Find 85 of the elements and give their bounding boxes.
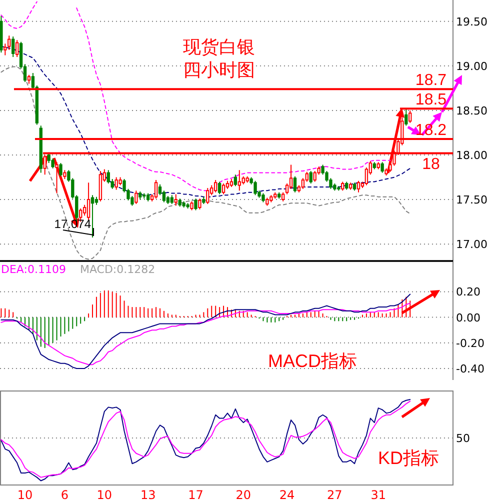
candlestick (118, 176, 122, 186)
candlestick (146, 192, 150, 202)
candlestick (0, 16, 3, 54)
annotation: KD指标 (378, 448, 440, 468)
candlestick (293, 176, 297, 193)
candlestick (63, 170, 66, 180)
text: DEA:0.1109 (1, 263, 66, 276)
candlestick (59, 162, 62, 177)
text: 现货白银 (183, 37, 255, 57)
candlestick (274, 192, 277, 200)
candlestick (134, 190, 138, 204)
candlestick (254, 180, 257, 196)
x-tick-label: 13 (140, 488, 156, 502)
y-tick-label: 18.00 (456, 148, 488, 162)
candlestick (230, 178, 234, 188)
y-tick-label: 0.00 (456, 311, 480, 324)
candlestick (138, 191, 142, 200)
candlestick (194, 198, 198, 211)
candlestick (27, 74, 31, 84)
candlestick (114, 176, 118, 190)
candlestick (190, 200, 194, 211)
y-tick-label: 0.20 (456, 286, 480, 299)
y-tick-label: 19.50 (456, 15, 488, 28)
x-tick-label: 17 (188, 488, 204, 502)
candlestick (345, 181, 348, 190)
candlestick (222, 183, 226, 195)
text: 50 (456, 432, 470, 445)
x-tick-label: 10 (96, 488, 112, 502)
x-tick-label: 31 (370, 488, 386, 502)
x-tick-label: 20 (236, 488, 252, 502)
candlestick (98, 170, 102, 202)
candlestick (15, 40, 19, 58)
y-tick-label: 17.00 (456, 238, 488, 252)
candlestick (352, 182, 356, 192)
candlestick (178, 198, 182, 208)
candlestick (270, 194, 273, 203)
candlestick (51, 158, 54, 169)
ref-line-label: 18 (422, 156, 440, 174)
candlestick (55, 162, 58, 194)
candlestick (142, 192, 146, 200)
candlestick (278, 192, 281, 200)
candlestick (337, 186, 340, 192)
candlestick (206, 187, 210, 204)
candlestick (170, 194, 174, 204)
candlestick (218, 181, 222, 195)
candlestick (372, 162, 376, 170)
candlestick (262, 192, 265, 203)
candlestick (186, 202, 190, 209)
candlestick (12, 36, 15, 58)
candlestick (154, 179, 158, 200)
candlestick (90, 194, 94, 238)
y-tick-label: -0.20 (456, 336, 484, 350)
ref-line-label: 18.5 (415, 92, 447, 109)
candlestick (234, 174, 238, 187)
x-tick-label: 24 (279, 488, 295, 502)
candlestick (348, 182, 352, 190)
text: MACD:0.1282 (80, 263, 156, 276)
candlestick (404, 108, 408, 126)
candlestick (376, 162, 380, 170)
candlestick (380, 162, 384, 174)
candlestick (309, 170, 312, 184)
candlestick (198, 198, 202, 210)
candlestick (182, 200, 186, 208)
y-tick-label: -0.40 (456, 362, 484, 376)
candlestick (266, 197, 269, 206)
y-tick-label: 19.00 (456, 60, 488, 73)
candlestick (86, 182, 90, 221)
text: 四小时图 (183, 60, 255, 80)
candlestick (246, 176, 249, 184)
candlestick (238, 170, 241, 192)
x-tick-label: 6 (60, 488, 69, 502)
candlestick (202, 196, 206, 204)
candlestick (313, 170, 316, 182)
y-tick-label: 17.50 (456, 194, 488, 207)
x-tick-label: 27 (327, 488, 342, 502)
candlestick (174, 194, 178, 206)
annotation: MACD指标 (268, 351, 357, 371)
candlestick (341, 181, 344, 192)
candlestick (356, 180, 360, 193)
candlestick (281, 192, 285, 202)
candlestick (39, 125, 42, 174)
candlestick (214, 179, 218, 193)
y-tick-label: 18.50 (456, 104, 488, 118)
x-tick-label: 10 (17, 488, 33, 502)
ref-line-label: 18.7 (415, 72, 447, 90)
